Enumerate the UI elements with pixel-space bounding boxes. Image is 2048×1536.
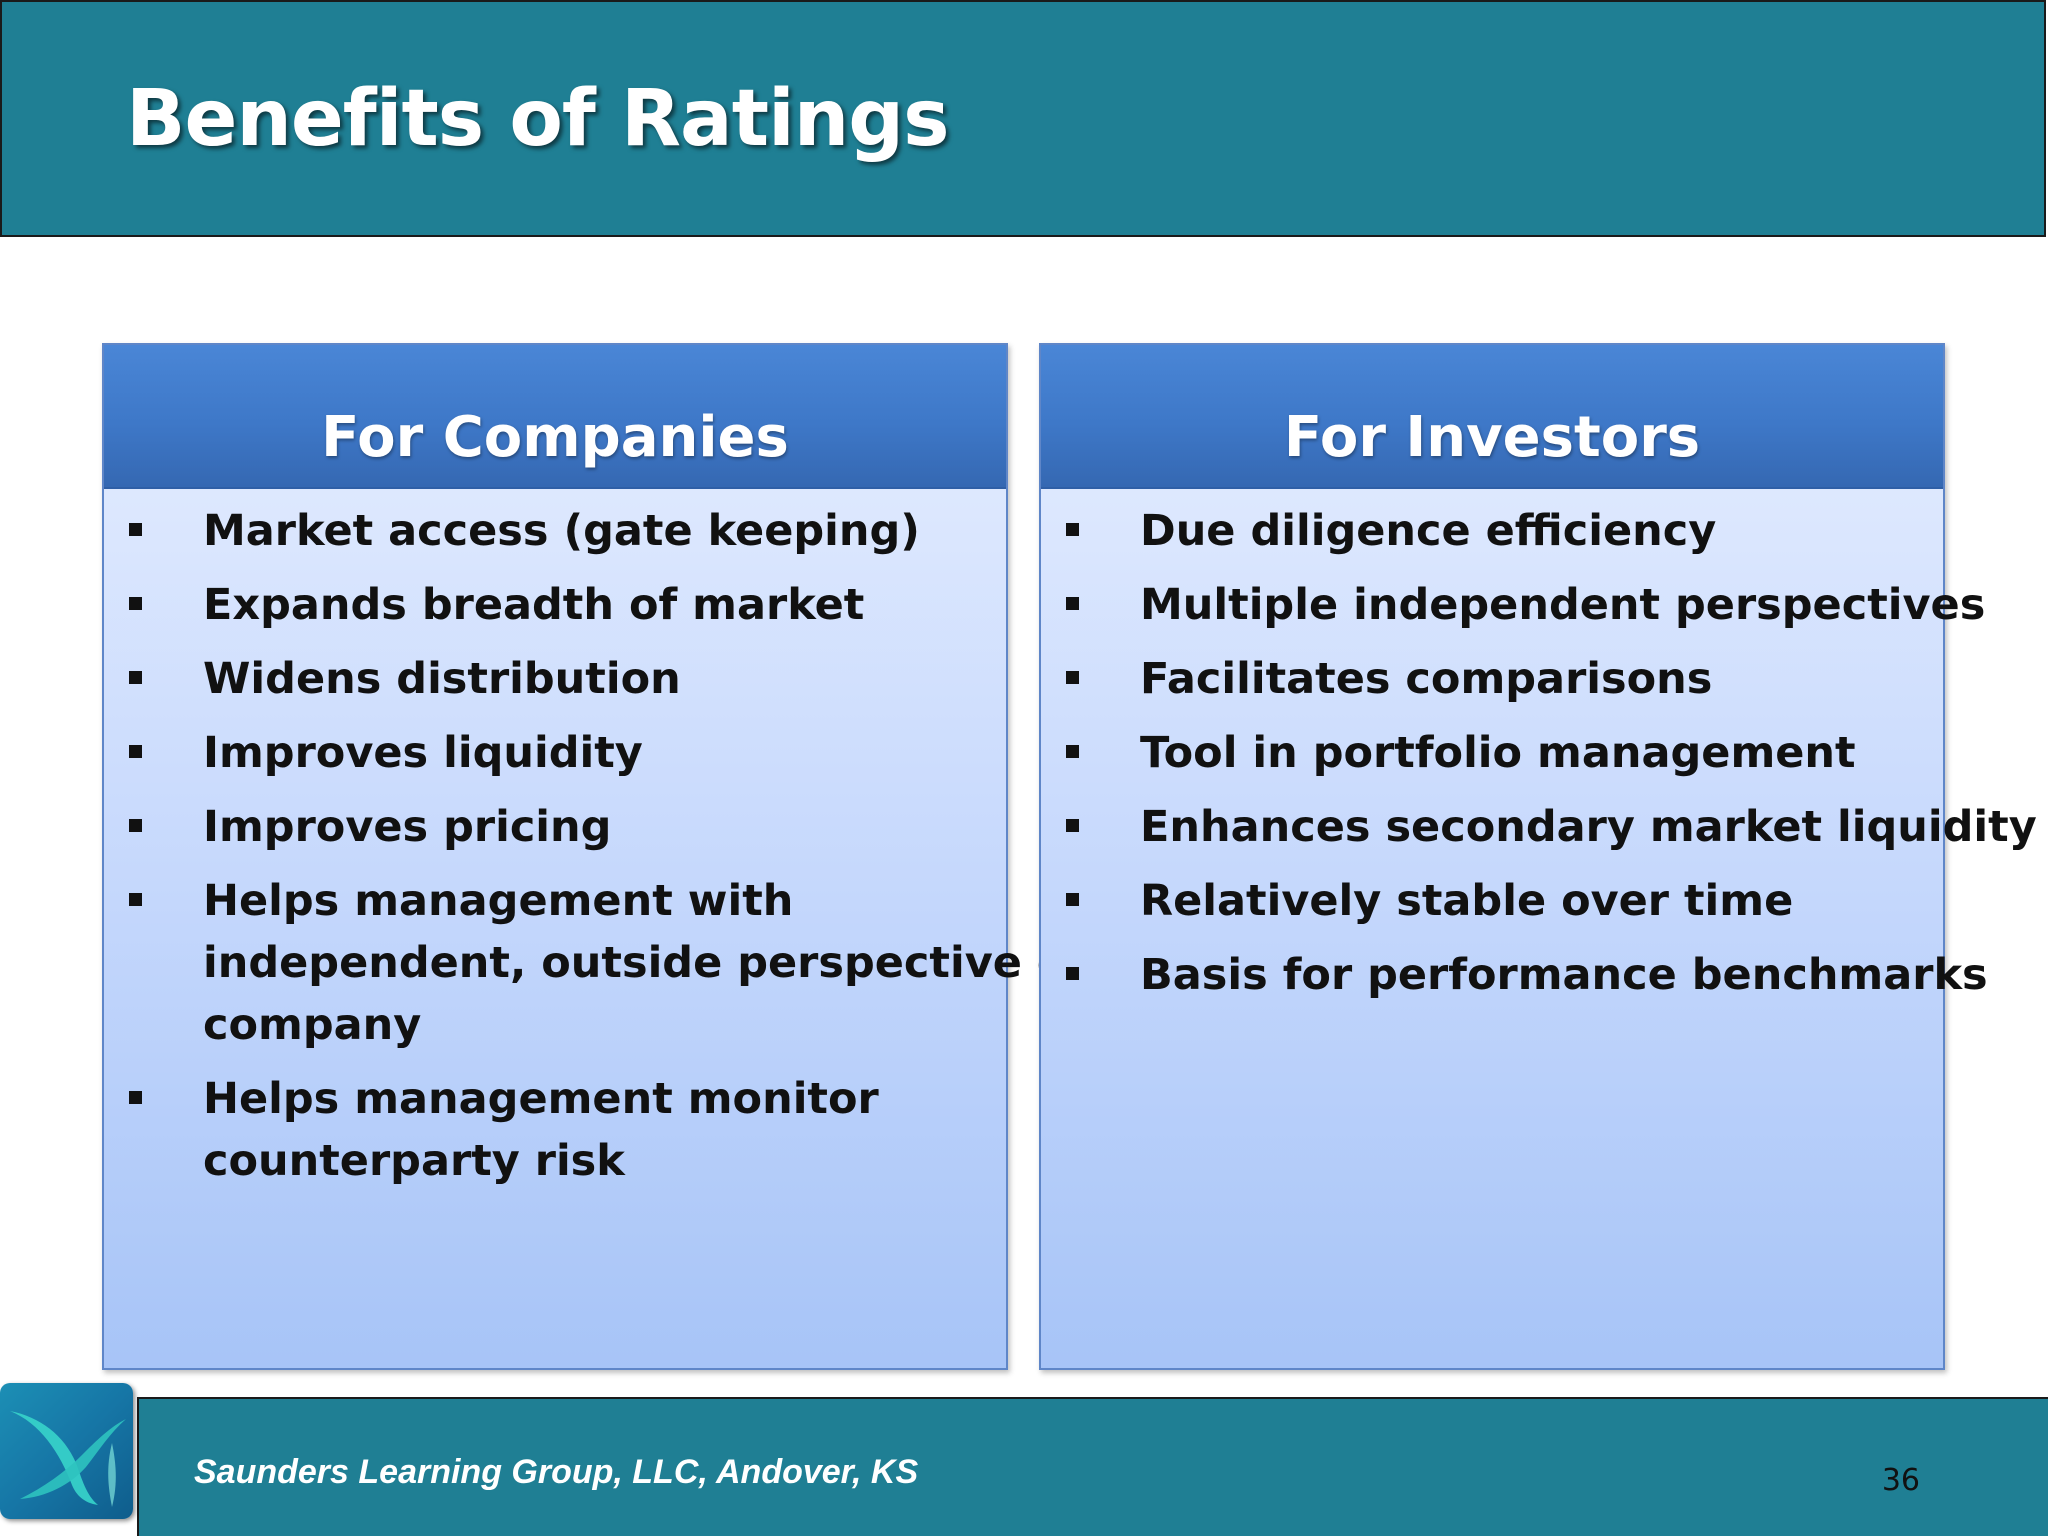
companies-bullet-list: Market access (gate keeping) Expands brea…: [104, 500, 1097, 1204]
bullet-item: Helps management monitor counterparty ris…: [104, 1068, 1006, 1192]
bullet-square-icon: [129, 819, 142, 832]
companies-panel-header: For Companies: [104, 345, 1006, 489]
bullet-item: Relatively stable over time: [1041, 870, 1943, 932]
bullet-square-icon: [1066, 523, 1079, 536]
bullet-item: Widens distribution: [104, 648, 1006, 710]
bullet-text-line: Facilitates comparisons: [1140, 654, 1713, 704]
bullet-text-line: Relatively stable over time: [1140, 876, 1794, 926]
bullet-text-line: independent, outside perspective on: [203, 938, 1098, 988]
bullet-square-icon: [129, 523, 142, 536]
bullet-text-line: Improves pricing: [203, 802, 612, 852]
investors-panel: For Investors Due diligence efficiency Mu…: [1039, 343, 2037, 1370]
bullet-text-line: Tool in portfolio management: [1140, 728, 1856, 778]
bullet-square-icon: [129, 671, 142, 684]
bullet-item: Market access (gate keeping): [104, 500, 1006, 562]
bullet-text-line: Multiple independent perspectives: [1140, 580, 1986, 630]
bullet-square-icon: [1066, 671, 1079, 684]
bullet-square-icon: [1066, 893, 1079, 906]
swoosh-logo-icon: [0, 1383, 133, 1519]
bullet-item: Basis for performance benchmarks: [1041, 944, 1988, 1006]
bullet-square-icon: [1066, 745, 1079, 758]
footer-company-text: Saunders Learning Group, LLC, Andover, K…: [194, 1453, 919, 1491]
bullet-text-line: Helps management monitor: [203, 1074, 879, 1124]
bullet-text-line: Widens distribution: [203, 654, 681, 704]
bullet-item: Facilitates comparisons: [1041, 648, 1943, 710]
bullet-text-line: company: [203, 1000, 422, 1050]
bullet-square-icon: [1066, 819, 1079, 832]
bullet-text-line: Helps management with: [203, 876, 794, 926]
bullet-text-line: Basis for performance benchmarks: [1140, 950, 1988, 1000]
title-bar: Benefits of Ratings: [0, 0, 2046, 237]
bullet-item: Tool in portfolio management: [1041, 722, 1943, 784]
slide-title: Benefits of Ratings: [126, 74, 950, 164]
bullet-item: Enhances secondary market liquidity: [1041, 796, 2037, 858]
page-number: 36: [1881, 1463, 1920, 1498]
bullet-square-icon: [129, 893, 142, 906]
companies-panel-title: For Companies: [321, 405, 789, 470]
bullet-item: Improves liquidity: [104, 722, 1006, 784]
bullet-item: Improves pricing: [104, 796, 1006, 858]
bullet-text-line: Expands breadth of market: [203, 580, 865, 630]
bullet-text-line: Enhances secondary market liquidity: [1140, 802, 2037, 852]
bullet-square-icon: [1066, 597, 1079, 610]
bullet-square-icon: [1066, 967, 1079, 980]
bullet-square-icon: [129, 745, 142, 758]
bullet-item: Helps management with independent, outsid…: [104, 870, 1097, 1056]
bullet-square-icon: [129, 597, 142, 610]
bullet-item: Due diligence efficiency: [1041, 500, 1943, 562]
investors-bullet-list: Due diligence efficiency Multiple indepen…: [1041, 500, 2037, 1018]
bullet-item: Multiple independent perspectives: [1041, 574, 1985, 636]
footer-bar: Saunders Learning Group, LLC, Andover, K…: [137, 1397, 2048, 1536]
bullet-text-line: Market access (gate keeping): [203, 506, 920, 556]
investors-panel-header: For Investors: [1041, 345, 1943, 489]
bullet-item: Expands breadth of market: [104, 574, 1006, 636]
companies-panel: For Companies Market access (gate keepin…: [102, 343, 1097, 1370]
bullet-text-line: counterparty risk: [203, 1136, 625, 1186]
bullet-square-icon: [129, 1091, 142, 1104]
bullet-text-line: Due diligence efficiency: [1140, 506, 1717, 556]
swoosh-logo-graphic: [10, 1411, 126, 1507]
bullet-text-line: Improves liquidity: [203, 728, 643, 778]
investors-panel-title: For Investors: [1283, 405, 1701, 470]
